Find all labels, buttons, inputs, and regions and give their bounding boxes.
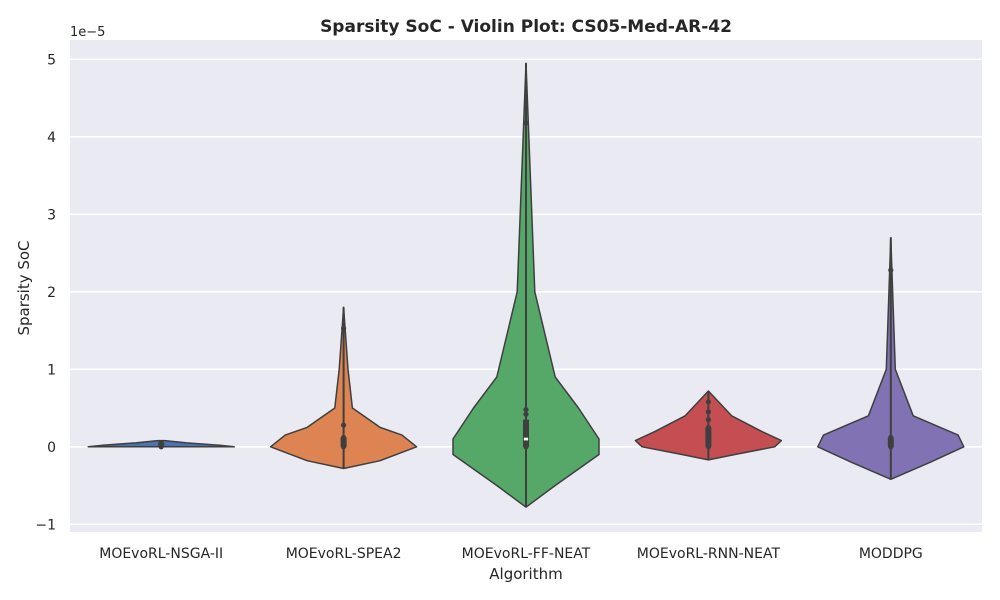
violin-point [341,422,347,428]
chart-title: Sparsity SoC - Violin Plot: CS05-Med-AR-… [320,17,732,37]
y-tick-label: 4 [47,130,56,146]
x-tick-label: MOEvoRL-FF-NEAT [462,546,591,562]
violin-point [888,434,894,441]
violin-point [705,444,712,450]
violin-point [705,436,712,442]
y-tick-labels: −1 0 1 2 3 4 5 [35,52,56,533]
x-tick-labels: MOEvoRL-NSGA-II MOEvoRL-SPEA2 MOEvoRL-FF-N… [99,546,923,562]
violin-point [523,406,529,413]
violin-point [523,432,529,438]
violin-point [341,434,347,441]
violin-point [705,417,712,423]
y-tick-label: 3 [47,207,56,223]
violin-point [341,444,347,450]
violin-point [341,325,347,331]
violin-point [523,420,529,427]
x-tick-label: MOEvoRL-NSGA-II [99,546,223,562]
violin-point [705,399,712,405]
violin-point [888,444,894,450]
violin-point [705,409,712,415]
y-axis-label: Sparsity SoC [15,240,33,335]
y-offset-text: 1e−5 [70,25,105,40]
y-tick-label: −1 [35,517,56,533]
violin-median [523,436,529,442]
violin-point [158,444,164,450]
y-tick-label: 1 [47,362,56,378]
violin-point [523,440,529,446]
violins [87,62,965,508]
violin-point [888,267,894,273]
y-tick-label: 2 [47,285,56,301]
violin-point [341,440,347,446]
y-tick-label: 0 [47,440,56,456]
violin-point [523,411,529,417]
x-axis-label: Algorithm [489,565,562,583]
violin-point [523,444,529,450]
x-tick-label: MOEvoRL-SPEA2 [286,546,402,562]
violin-point [523,120,529,126]
y-tick-label: 5 [47,52,56,68]
x-tick-label: MOEvoRL-RNN-NEAT [637,546,781,562]
violin-point [888,440,894,446]
x-tick-label: MODDPG [859,546,923,562]
violin-point [705,424,712,431]
